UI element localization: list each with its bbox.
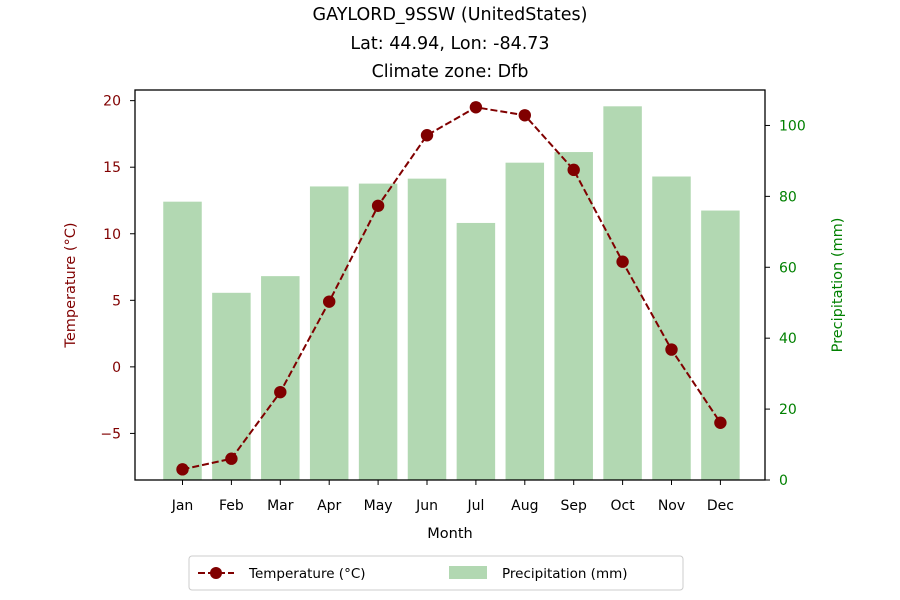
precipitation-bar-oct: [603, 106, 642, 480]
plot-frame: [134, 89, 766, 481]
precipitation-bar-may: [358, 183, 398, 480]
legend-frame: [188, 555, 684, 591]
left-y-tick-label: 0: [112, 360, 121, 376]
left-y-axis: −5 0 5 10 15 20: [100, 94, 135, 442]
legend-precipitation-swatch: [449, 566, 487, 579]
x-tick-label-sep: Sep: [561, 498, 588, 514]
x-tick-label-jan: Jan: [171, 498, 194, 514]
temperature-point-jan: [176, 463, 189, 476]
precipitation-bar-jan: [163, 201, 202, 480]
x-tick-label-feb: Feb: [219, 498, 244, 514]
temperature-point-feb: [225, 452, 238, 465]
right-y-tick-label: 60: [779, 260, 797, 276]
temperature-series: [176, 101, 727, 476]
x-axis: Jan Feb Mar Apr May Jun Jul Aug Sep Oct Nov Dec: [171, 480, 734, 514]
left-y-tick-label: 10: [103, 227, 121, 243]
precipitation-bar-dec: [701, 210, 740, 481]
right-y-tick-label: 0: [779, 473, 788, 489]
precipitation-bar-sep: [554, 152, 593, 481]
right-y-tick-label: 20: [779, 402, 797, 418]
precipitation-bar-mar: [261, 276, 300, 480]
precipitation-bars: [163, 106, 740, 481]
left-y-tick-label: 5: [112, 293, 121, 309]
chart-title: GAYLORD_9SSW (UnitedStates) Lat: 44.94, …: [313, 5, 588, 82]
x-tick-label-oct: Oct: [610, 498, 635, 514]
temperature-point-jul: [469, 101, 483, 114]
title-line-climate-zone: Climate zone: Dfb: [372, 62, 529, 82]
precipitation-bar-jun: [407, 178, 447, 480]
left-y-tick-label: −5: [100, 426, 121, 442]
temperature-point-apr: [323, 295, 336, 308]
right-y-axis: 0 20 40 60 80 100: [765, 118, 806, 489]
title-line-coordinates: Lat: 44.94, Lon: -84.73: [350, 34, 549, 54]
left-y-tick-label: 20: [103, 94, 121, 110]
temperature-point-jun: [420, 129, 434, 142]
legend: Temperature (°C) Precipitation (mm): [188, 555, 684, 591]
x-tick-label-nov: Nov: [658, 498, 685, 514]
precipitation-bar-jul: [456, 222, 496, 480]
precipitation-bar-aug: [505, 162, 545, 480]
x-tick-label-dec: Dec: [707, 498, 734, 514]
right-y-tick-label: 100: [779, 118, 806, 134]
legend-temperature-label: Temperature (°C): [248, 566, 366, 582]
right-y-tick-label: 40: [779, 331, 797, 347]
left-y-tick-label: 15: [103, 160, 121, 176]
temperature-point-mar: [274, 385, 287, 399]
temperature-point-dec: [714, 416, 727, 429]
x-tick-label-jun: Jun: [415, 498, 438, 514]
precipitation-bar-nov: [652, 176, 691, 480]
x-tick-label-apr: Apr: [317, 498, 341, 514]
legend-precipitation-label: Precipitation (mm): [502, 566, 628, 582]
temperature-point-sep: [567, 163, 580, 177]
right-y-axis-label: Precipitation (mm): [830, 218, 846, 353]
temperature-point-oct: [616, 255, 629, 268]
precipitation-bar-apr: [309, 186, 349, 480]
x-tick-label-jul: Jul: [466, 498, 484, 514]
temperature-point-nov: [665, 343, 678, 356]
x-axis-label: Month: [427, 526, 472, 542]
legend-temperature-marker: [210, 567, 222, 579]
x-tick-label-may: May: [364, 498, 393, 514]
left-y-axis-label: Temperature (°C): [63, 222, 79, 348]
temperature-point-may: [371, 199, 385, 212]
temperature-point-aug: [518, 109, 531, 122]
title-line-station: GAYLORD_9SSW (UnitedStates): [313, 5, 588, 25]
precipitation-bar-feb: [212, 292, 251, 480]
x-tick-label-aug: Aug: [511, 498, 538, 514]
right-y-tick-label: 80: [779, 189, 797, 205]
x-tick-label-mar: Mar: [267, 498, 294, 514]
